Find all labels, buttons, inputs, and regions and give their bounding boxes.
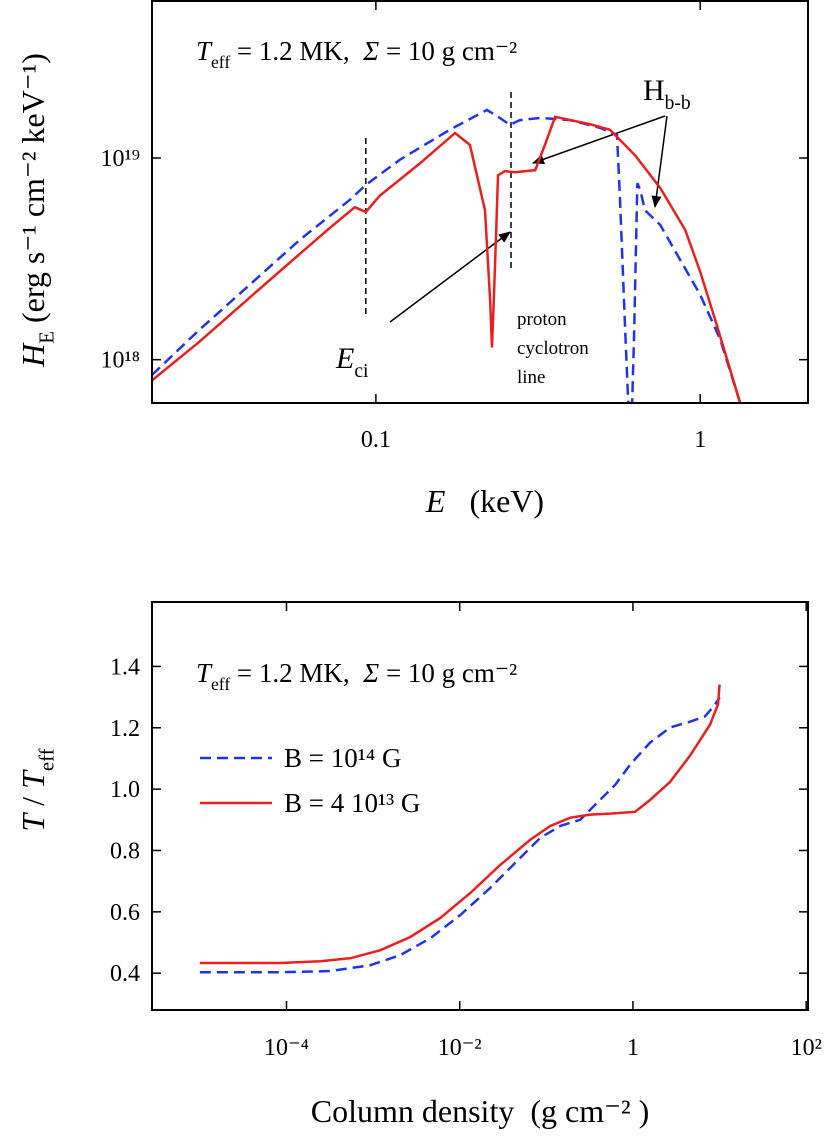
text-part: H [15,342,51,368]
text-part: = 1.2 MK, [230,36,363,66]
text-part: = 10 g cm⁻² [379,658,517,688]
text-part: H [643,74,665,107]
text-part: Σ [362,658,379,688]
x-tick-label: 10² [791,1035,822,1061]
x-tick-label: 1 [694,427,706,453]
text-part: / [15,789,51,814]
text-part: T [15,812,51,832]
text-part: E [425,483,446,519]
y-tick-label: 1.0 [110,777,140,803]
annotation: proton [517,309,567,330]
arrow [651,115,668,208]
arrow [532,115,666,165]
text-part: Σ [362,36,379,66]
series-line [199,696,721,974]
text-part: eff [211,52,230,72]
legend-label: B = 4 10¹³ G [284,788,420,818]
text-part: (erg s⁻¹ cm⁻² keV⁻¹) [15,53,51,331]
arrow [389,231,511,323]
text-part: T [196,36,213,66]
series-line [152,115,742,403]
x-tick-label: 1 [627,1035,639,1061]
y-tick-label: 0.8 [110,838,140,864]
plot-frame [151,0,809,404]
y-tick-label: 10¹⁹ [100,146,140,172]
y-tick-label: 1.2 [110,716,140,742]
series-line [152,108,742,403]
annotation: cyclotron [517,338,589,359]
text-part: T [196,658,213,688]
annotation: Teff = 1.2 MK, Σ = 10 g cm⁻² [196,658,517,694]
text-part: = 10 g cm⁻² [379,36,517,66]
x-axis-label: Column density (g cm⁻² ) [311,1093,649,1129]
text-part: eff [36,748,59,771]
x-tick-label: 10⁻⁴ [264,1035,309,1061]
annotation: line [517,367,546,388]
x-axis-label: E (keV) [425,483,544,519]
text-part: eff [211,674,230,694]
series-line [199,684,721,965]
text-part: E [36,331,59,344]
text-part: ci [354,361,369,382]
text-part: = 1.2 MK, [230,658,363,688]
legend-label: B = 10¹⁴ G [284,743,402,773]
annotation: Eci [335,342,369,382]
text-part: (keV) [445,483,544,519]
y-axis-label: HE (erg s⁻¹ cm⁻² keV⁻¹) [15,53,59,368]
annotation: Teff = 1.2 MK, Σ = 10 g cm⁻² [196,36,517,72]
annotation: Hb-b [643,74,691,114]
x-tick-label: 10⁻² [438,1035,482,1061]
y-axis-label: T / Teff [15,748,59,831]
text-part: T [15,769,51,789]
x-tick-label: 0.1 [361,427,391,453]
plot-frame [151,601,809,1011]
text-part: Column density (g cm⁻² ) [311,1093,649,1129]
text-part: b-b [665,93,691,114]
y-tick-label: 1.4 [110,654,140,680]
text-part: E [335,342,354,375]
y-tick-label: 10¹⁸ [100,348,140,374]
y-tick-label: 0.4 [110,961,140,987]
y-tick-label: 0.6 [110,900,140,926]
